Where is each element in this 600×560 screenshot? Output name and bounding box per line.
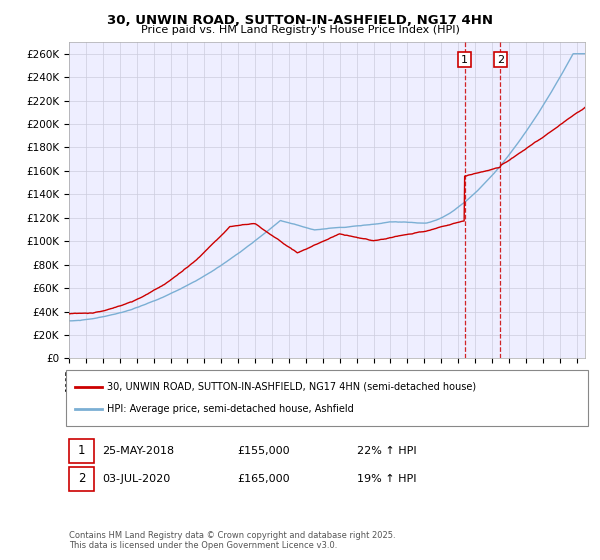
Text: 2: 2 bbox=[497, 54, 504, 64]
Text: 1: 1 bbox=[78, 444, 85, 458]
Text: 1: 1 bbox=[461, 54, 468, 64]
Text: £165,000: £165,000 bbox=[237, 474, 290, 484]
Text: Contains HM Land Registry data © Crown copyright and database right 2025.
This d: Contains HM Land Registry data © Crown c… bbox=[69, 530, 395, 550]
Text: 03-JUL-2020: 03-JUL-2020 bbox=[102, 474, 170, 484]
Text: 2: 2 bbox=[78, 472, 85, 486]
Text: 30, UNWIN ROAD, SUTTON-IN-ASHFIELD, NG17 4HN: 30, UNWIN ROAD, SUTTON-IN-ASHFIELD, NG17… bbox=[107, 14, 493, 27]
Text: Price paid vs. HM Land Registry's House Price Index (HPI): Price paid vs. HM Land Registry's House … bbox=[140, 25, 460, 35]
Text: 22% ↑ HPI: 22% ↑ HPI bbox=[357, 446, 416, 456]
Text: 19% ↑ HPI: 19% ↑ HPI bbox=[357, 474, 416, 484]
Text: HPI: Average price, semi-detached house, Ashfield: HPI: Average price, semi-detached house,… bbox=[107, 404, 353, 414]
Text: 25-MAY-2018: 25-MAY-2018 bbox=[102, 446, 174, 456]
Text: £155,000: £155,000 bbox=[237, 446, 290, 456]
Text: 30, UNWIN ROAD, SUTTON-IN-ASHFIELD, NG17 4HN (semi-detached house): 30, UNWIN ROAD, SUTTON-IN-ASHFIELD, NG17… bbox=[107, 381, 476, 391]
